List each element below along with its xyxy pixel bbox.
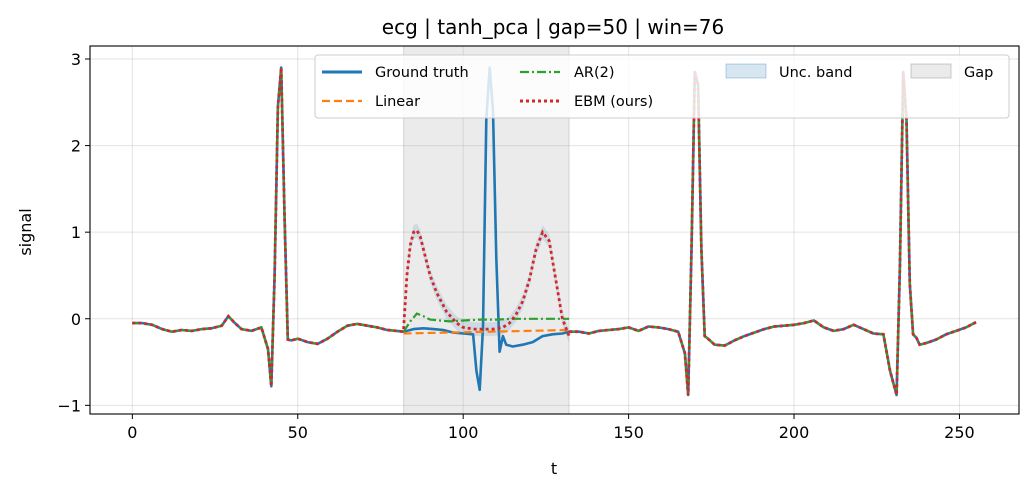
legend-unc-band-label: Unc. band bbox=[779, 65, 852, 81]
y-ticks: −1 0 1 2 3 bbox=[57, 50, 90, 415]
y-axis-label: signal bbox=[16, 208, 35, 255]
legend-ebm-label: EBM (ours) bbox=[574, 94, 653, 110]
y-tick-label: −1 bbox=[57, 396, 81, 415]
legend-gap-label: Gap bbox=[964, 65, 993, 81]
y-tick-label: 0 bbox=[71, 310, 81, 329]
series-linear-line bbox=[403, 328, 570, 335]
legend-ground-truth-label: Ground truth bbox=[375, 65, 469, 81]
uncertainty-band-layer bbox=[403, 223, 570, 343]
uncertainty-band bbox=[403, 223, 570, 343]
x-tick-label: 200 bbox=[779, 423, 810, 442]
x-tick-label: 150 bbox=[613, 423, 644, 442]
x-tick-label: 0 bbox=[127, 423, 137, 442]
chart-title: ecg | tanh_pca | gap=50 | win=76 bbox=[382, 15, 724, 39]
x-tick-label: 250 bbox=[944, 423, 975, 442]
legend: Ground truth Linear AR(2) EBM (ours) Unc… bbox=[314, 54, 1010, 119]
x-tick-label: 50 bbox=[288, 423, 308, 442]
series-layer bbox=[132, 66, 977, 397]
y-tick-label: 1 bbox=[71, 223, 81, 242]
y-tick-label: 2 bbox=[71, 137, 81, 156]
y-tick-label: 3 bbox=[71, 50, 81, 69]
x-ticks: 0 50 100 150 200 250 bbox=[127, 414, 975, 442]
series-ebm-line bbox=[402, 228, 571, 337]
legend-unc-band-swatch bbox=[725, 63, 767, 79]
legend-frame bbox=[314, 54, 1010, 119]
series-ar2-line bbox=[402, 312, 570, 333]
legend-linear-label: Linear bbox=[375, 94, 420, 110]
legend-ar2-label: AR(2) bbox=[574, 65, 615, 81]
legend-gap-swatch bbox=[910, 63, 952, 79]
series-ebm-observed-left bbox=[132, 67, 404, 387]
series-ebm-observed-right bbox=[569, 71, 977, 396]
x-tick-label: 100 bbox=[448, 423, 479, 442]
x-axis-label: t bbox=[551, 459, 557, 478]
series-ar2-observed-right bbox=[569, 71, 977, 396]
plot-frame bbox=[89, 45, 1020, 415]
